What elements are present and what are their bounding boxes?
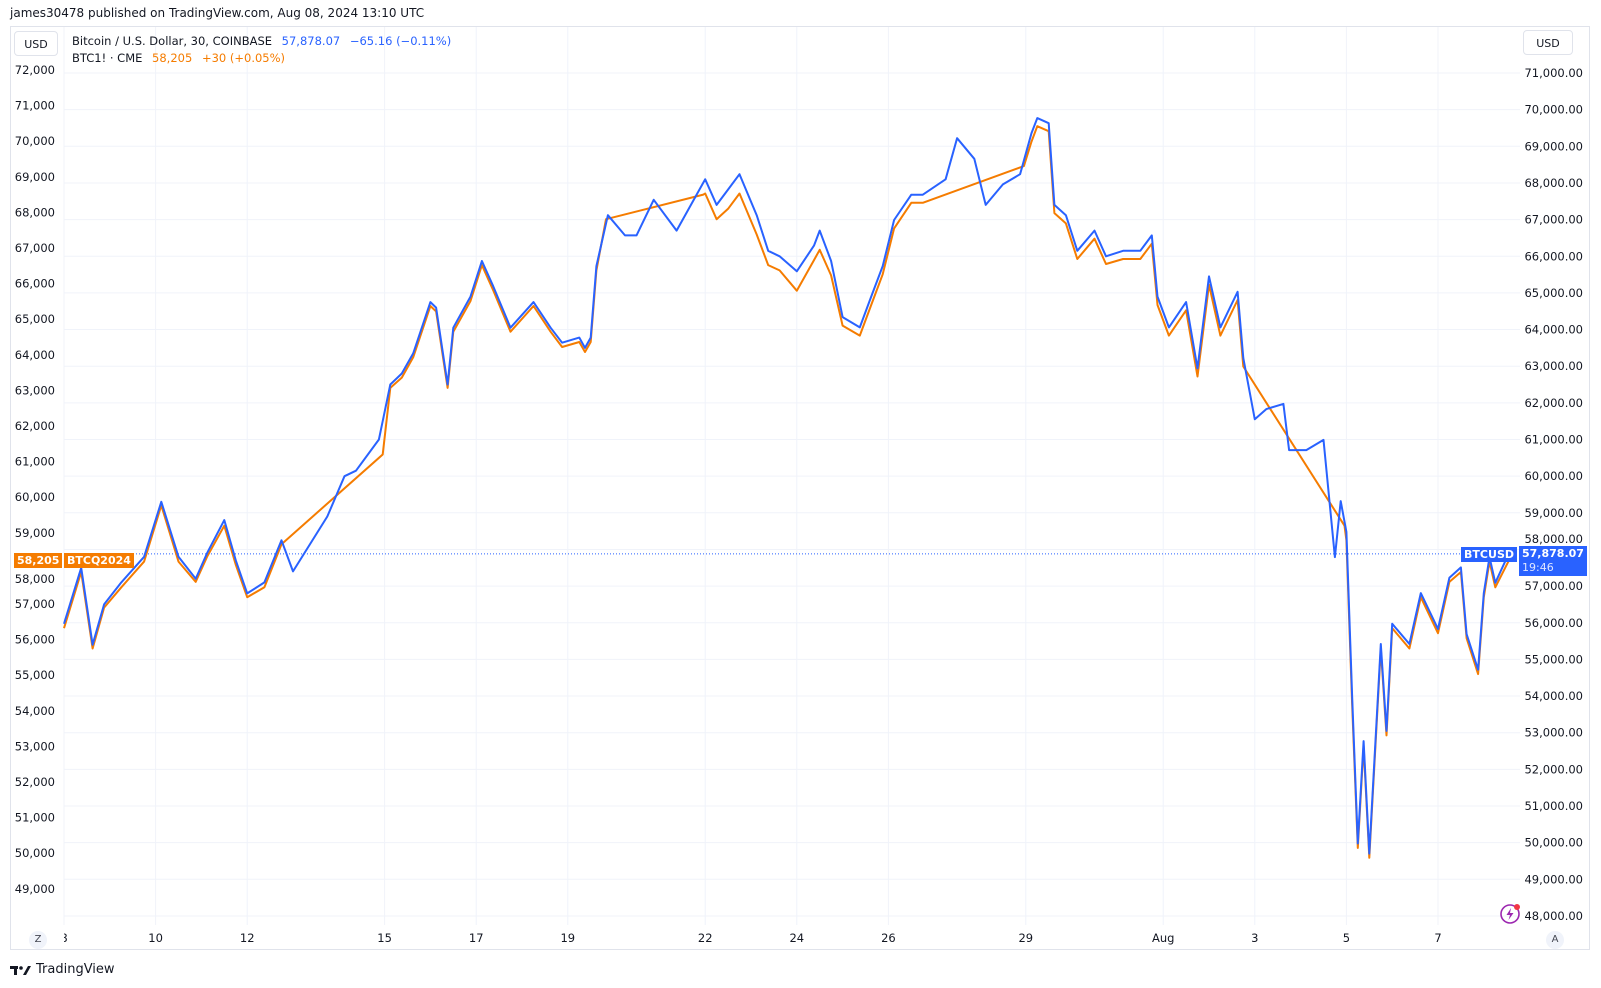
- right-axis-tick-label: 55,000.00: [1524, 652, 1583, 666]
- time-axis-tick-label: 22: [698, 931, 713, 945]
- lightning-alert-icon[interactable]: [1499, 903, 1521, 925]
- z-button[interactable]: Z: [29, 931, 47, 949]
- time-axis-tick-label: 10: [148, 931, 163, 945]
- right-axis-tick-label: 58,000.00: [1524, 532, 1583, 546]
- left-axis-tick-label: 63,000: [15, 383, 55, 397]
- tradingview-footer[interactable]: TradingView: [10, 962, 115, 977]
- left-axis-tick-label: 52,000: [15, 775, 55, 789]
- right-axis-tick-label: 54,000.00: [1524, 689, 1583, 703]
- right-axis-tick-label: 61,000.00: [1524, 433, 1583, 447]
- right-axis-tick-label: 53,000.00: [1524, 726, 1583, 740]
- right-axis-tick-label: 63,000.00: [1524, 359, 1583, 373]
- legend-compare-name: BTC1! · CME: [72, 51, 143, 65]
- left-axis-tick-label: 65,000: [15, 312, 55, 326]
- right-axis-tick-label: 70,000.00: [1524, 103, 1583, 117]
- right-axis-tick-label: 60,000.00: [1524, 469, 1583, 483]
- legend-compare-price: 58,205: [152, 51, 193, 65]
- left-axis-tick-label: 51,000: [15, 811, 55, 825]
- left-axis-tick-label: 58,000: [15, 572, 55, 586]
- time-axis-tick-label: 7: [1434, 931, 1441, 945]
- time-axis-tick-label: 17: [469, 931, 484, 945]
- right-price-axis: 71,000.00 70,000.00 69,000.00 68,000.00 67,0…: [1524, 66, 1583, 923]
- right-axis-tick-label: 57,000.00: [1524, 579, 1583, 593]
- legend-main-change: −65.16 (−0.11%): [349, 34, 452, 48]
- grid: [63, 27, 1520, 925]
- legend-main-price: 57,878.07: [281, 34, 341, 48]
- right-axis-tick-label: 52,000.00: [1524, 762, 1583, 776]
- series-layer: [63, 117, 1510, 859]
- time-axis-tick-label: 19: [560, 931, 575, 945]
- right-axis-tick-label: 67,000.00: [1524, 213, 1583, 227]
- left-symbol-tag: BTCQ2024: [64, 553, 134, 568]
- right-axis-tick-label: 49,000.00: [1524, 872, 1583, 886]
- right-axis-tick-label: 62,000.00: [1524, 396, 1583, 410]
- left-axis-tick-label: 55,000: [15, 668, 55, 682]
- right-axis-tick-label: 66,000.00: [1524, 249, 1583, 263]
- right-price-value: 57,878.07: [1522, 547, 1584, 560]
- right-axis-tick-label: 50,000.00: [1524, 836, 1583, 850]
- right-currency-button[interactable]: USD: [1523, 30, 1573, 55]
- right-axis-tick-label: 64,000.00: [1524, 323, 1583, 337]
- time-axis-tick-label: 29: [1018, 931, 1033, 945]
- time-axis: 8 10 12 15 17 19 22 24 26 29 Aug 3 5 7: [60, 931, 1442, 945]
- legend-compare-change: +30 (+0.05%): [201, 51, 286, 65]
- chart-frame: [10, 26, 1590, 950]
- left-axis-tick-label: 62,000: [15, 419, 55, 433]
- left-axis-tick-label: 64,000: [15, 348, 55, 362]
- bar-countdown: 19:46: [1522, 561, 1554, 574]
- left-currency-button[interactable]: USD: [14, 31, 58, 56]
- left-axis-tick-label: 66,000: [15, 277, 55, 291]
- time-axis-tick-label: 26: [881, 931, 896, 945]
- left-axis-tick-label: 61,000: [15, 455, 55, 469]
- right-axis-tick-label: 65,000.00: [1524, 286, 1583, 300]
- left-axis-tick-label: 68,000: [15, 205, 55, 219]
- right-axis-tick-label: 68,000.00: [1524, 176, 1583, 190]
- left-price-axis: 72,000 71,000 70,000 69,000 68,000 67,000 66,0…: [15, 63, 55, 896]
- left-axis-tick-label: 59,000: [15, 526, 55, 540]
- time-axis-tick-label: 3: [1251, 931, 1258, 945]
- left-axis-tick-label: 72,000: [15, 63, 55, 77]
- left-axis-tick-label: 54,000: [15, 704, 55, 718]
- time-axis-tick-label: Aug: [1152, 931, 1174, 945]
- tradingview-logo-icon: [10, 965, 31, 975]
- right-axis-tick-label: 56,000.00: [1524, 616, 1583, 630]
- right-axis-tick-label: 48,000.00: [1524, 909, 1583, 923]
- left-axis-tick-label: 53,000: [15, 739, 55, 753]
- time-axis-tick-label: 8: [60, 931, 67, 945]
- left-axis-tick-label: 57,000: [15, 597, 55, 611]
- time-axis-tick-label: 5: [1343, 931, 1350, 945]
- series-line-btcusd: [63, 117, 1510, 855]
- legend-compare[interactable]: BTC1! · CME 58,205 +30 (+0.05%): [72, 51, 291, 65]
- left-axis-tick-label: 49,000: [15, 882, 55, 896]
- right-price-tag: 57,878.07 19:46: [1519, 546, 1587, 576]
- left-axis-tick-label: 71,000: [15, 99, 55, 113]
- right-axis-tick-label: 71,000.00: [1524, 66, 1583, 80]
- series-line-cme: [63, 125, 1510, 859]
- auto-scale-button[interactable]: A: [1546, 931, 1564, 949]
- legend-main[interactable]: Bitcoin / U.S. Dollar, 30, COINBASE 57,8…: [72, 34, 457, 48]
- right-axis-tick-label: 69,000.00: [1524, 139, 1583, 153]
- left-axis-tick-label: 70,000: [15, 134, 55, 148]
- publisher-caption: james30478 published on TradingView.com,…: [10, 6, 425, 20]
- left-axis-tick-label: 56,000: [15, 633, 55, 647]
- time-axis-tick-label: 12: [240, 931, 255, 945]
- left-axis-tick-label: 50,000: [15, 846, 55, 860]
- left-axis-tick-label: 67,000: [15, 241, 55, 255]
- left-price-tag: 58,205: [14, 553, 63, 568]
- tradingview-brand: TradingView: [36, 962, 115, 977]
- time-axis-tick-label: 24: [789, 931, 804, 945]
- legend-main-name: Bitcoin / U.S. Dollar, 30, COINBASE: [72, 34, 273, 48]
- left-axis-tick-label: 60,000: [15, 490, 55, 504]
- time-axis-tick-label: 15: [377, 931, 392, 945]
- left-axis-tick-label: 69,000: [15, 170, 55, 184]
- right-axis-tick-label: 59,000.00: [1524, 506, 1583, 520]
- right-symbol-tag: BTCUSD: [1461, 547, 1517, 562]
- right-axis-tick-label: 51,000.00: [1524, 799, 1583, 813]
